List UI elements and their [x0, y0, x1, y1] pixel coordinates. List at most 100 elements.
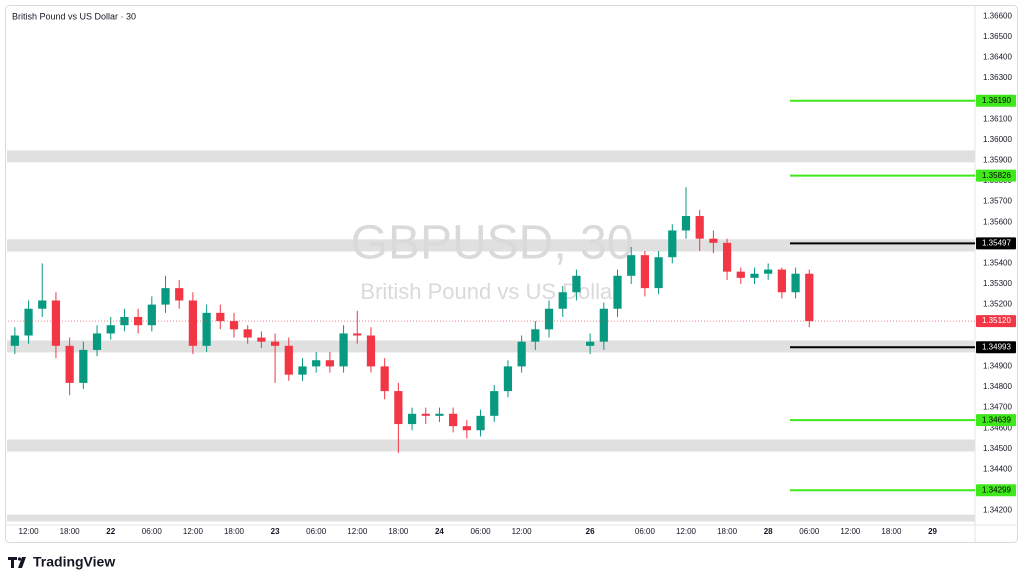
y-tick-label: 1.34500	[983, 444, 1012, 453]
y-tick-label: 1.34400	[983, 464, 1012, 473]
candle-body	[106, 325, 115, 334]
candle-body	[531, 329, 540, 342]
candle-body	[805, 273, 814, 322]
candle-body	[147, 304, 156, 326]
zone	[7, 439, 975, 452]
x-tick-label: 12:00	[840, 527, 861, 536]
candle-body	[476, 415, 485, 431]
y-tick-label: 1.36000	[983, 135, 1012, 144]
candle-body	[202, 312, 211, 346]
candle-body	[284, 345, 293, 375]
candle-body	[79, 349, 88, 383]
current-price-label: 1.35120	[982, 316, 1011, 325]
level-box	[976, 237, 1016, 250]
y-tick-label: 1.34900	[983, 362, 1012, 371]
x-tick-label: 23	[271, 527, 280, 536]
level-box	[976, 414, 1016, 427]
candle-body	[380, 366, 389, 392]
x-tick-label: 06:00	[635, 527, 656, 536]
candle-body	[503, 366, 513, 392]
level-label: 1.34639	[982, 415, 1011, 424]
x-tick-label: 06:00	[306, 527, 327, 536]
level-box	[976, 169, 1016, 182]
candle-body	[681, 216, 691, 231]
x-tick-label: 18:00	[881, 527, 902, 536]
x-tick-label: 12:00	[347, 527, 368, 536]
candle-body	[92, 333, 102, 350]
zone	[7, 239, 975, 252]
zone	[7, 514, 975, 522]
candle-body	[586, 341, 595, 346]
candle-body	[394, 391, 403, 425]
level-box	[976, 341, 1016, 354]
candle-body	[736, 271, 745, 278]
candle-body	[257, 337, 266, 342]
level-label: 1.35497	[982, 239, 1011, 248]
candle-body	[38, 300, 47, 309]
candle-body	[51, 300, 61, 346]
candle-body	[216, 312, 225, 322]
x-tick-label: 06:00	[142, 527, 163, 536]
chart-frame	[5, 5, 1018, 543]
y-tick-label: 1.34800	[983, 382, 1012, 391]
x-tick-label: 18:00	[224, 527, 245, 536]
candle-body	[627, 255, 636, 276]
level-box	[976, 94, 1016, 107]
zone	[7, 340, 975, 353]
candle-body	[243, 329, 252, 338]
x-tick-label: 12:00	[512, 527, 533, 536]
candle-body	[764, 269, 773, 274]
chart-title: British Pound vs US Dollar · 30	[12, 11, 136, 21]
y-tick-label: 1.36100	[983, 114, 1012, 123]
candle-body	[791, 273, 800, 293]
y-tick-label: 1.35600	[983, 217, 1012, 226]
level-box	[976, 484, 1016, 497]
y-tick-label: 1.36300	[983, 73, 1012, 82]
candle-body	[490, 391, 499, 416]
x-tick-label: 29	[928, 527, 937, 536]
y-tick-label: 1.34700	[983, 403, 1012, 412]
candle-body	[188, 300, 198, 346]
candle-body	[407, 413, 417, 425]
candle-body	[229, 321, 239, 330]
x-tick-label: 12:00	[19, 527, 40, 536]
x-tick-label: 12:00	[676, 527, 697, 536]
candle-body	[270, 341, 280, 346]
candle-body	[654, 257, 663, 289]
zone	[7, 150, 975, 163]
candle-body	[10, 335, 19, 346]
candle-body	[613, 275, 622, 309]
candle-body	[517, 341, 526, 367]
candle-body	[449, 413, 458, 427]
candle-body	[709, 238, 718, 243]
candle-body	[312, 360, 321, 367]
candle-body	[24, 308, 33, 336]
watermark: GBPUSD, 30	[351, 217, 634, 270]
y-tick-label: 1.34200	[983, 506, 1012, 515]
candle-body	[120, 316, 129, 326]
candle-body	[175, 288, 184, 301]
y-tick-label: 1.35400	[983, 259, 1012, 268]
level-label: 1.36190	[982, 96, 1011, 105]
y-tick-label: 1.34600	[983, 423, 1012, 432]
y-tick-label: 1.36500	[983, 32, 1012, 41]
x-tick-label: 18:00	[388, 527, 409, 536]
y-tick-label: 1.35900	[983, 156, 1012, 165]
level-label: 1.34993	[982, 342, 1011, 351]
x-tick-label: 06:00	[799, 527, 820, 536]
candle-body	[339, 333, 348, 367]
y-tick-label: 1.36400	[983, 53, 1012, 62]
x-tick-label: 18:00	[60, 527, 81, 536]
candle-body	[599, 308, 608, 342]
candle-body	[722, 242, 732, 272]
x-tick-label: 06:00	[471, 527, 492, 536]
candle-body	[325, 360, 334, 367]
candle-body	[668, 230, 677, 258]
x-tick-label: 28	[764, 527, 773, 536]
x-tick-label: 26	[586, 527, 595, 536]
y-tick-label: 1.35700	[983, 197, 1012, 206]
candle-body	[421, 413, 430, 416]
y-tick-label: 1.35300	[983, 279, 1012, 288]
